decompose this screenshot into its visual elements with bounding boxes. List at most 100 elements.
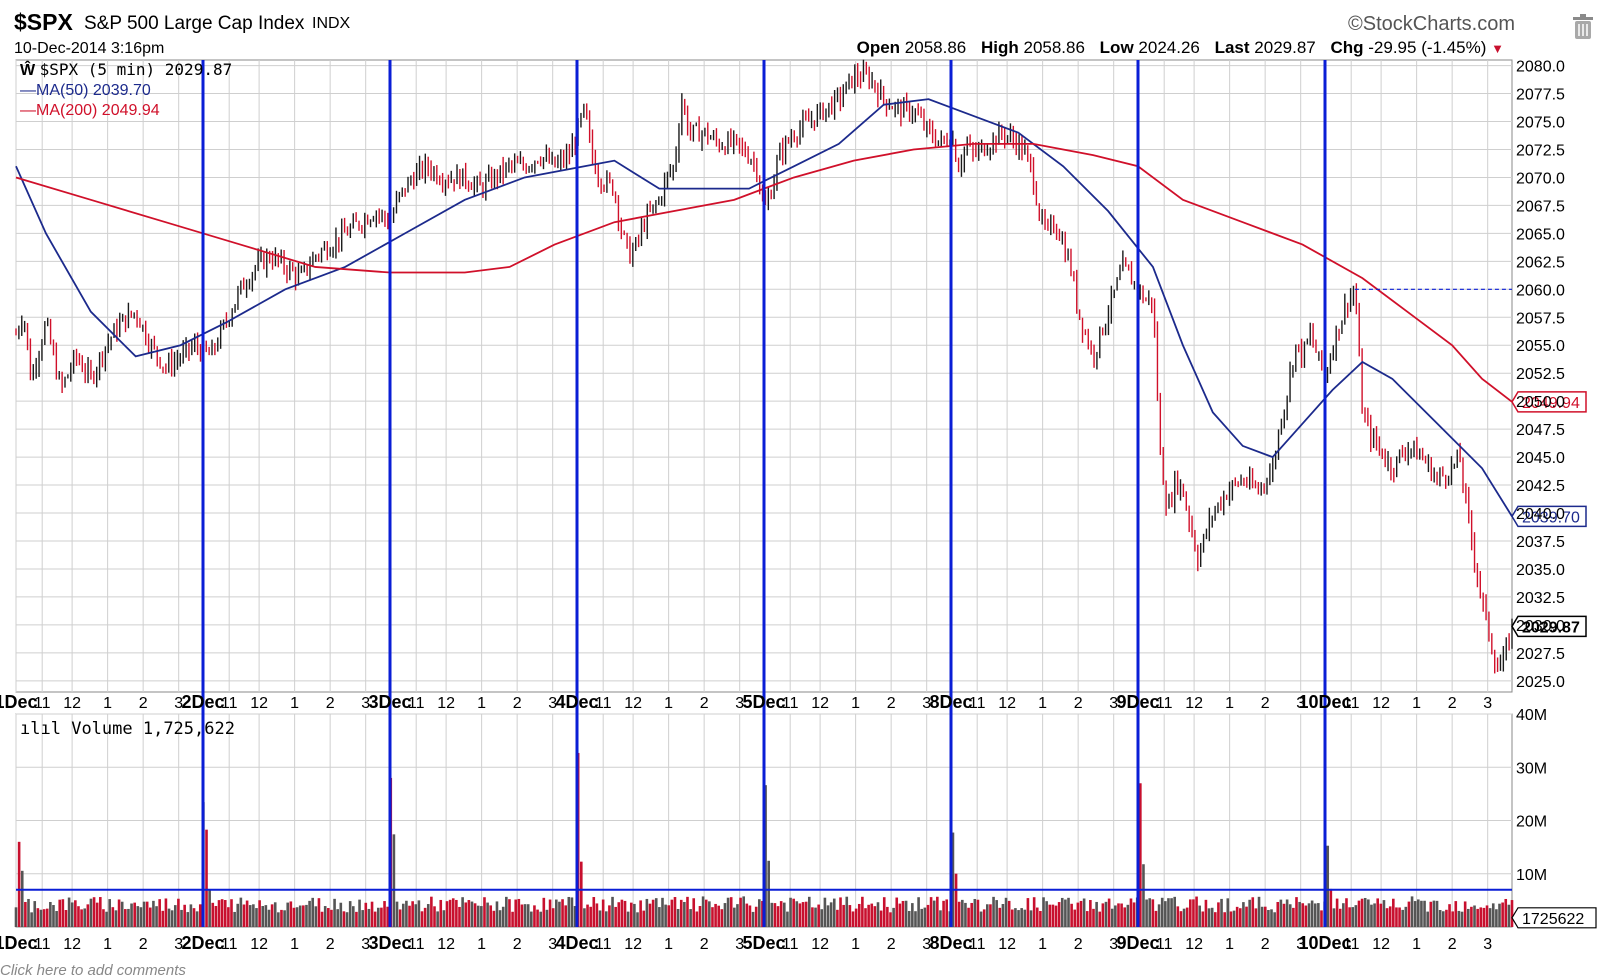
volume-bar — [30, 912, 33, 927]
volume-bar — [217, 900, 221, 927]
volume-bar — [398, 909, 402, 927]
volume-bar — [786, 911, 789, 927]
volume-bar — [1441, 911, 1445, 927]
volume-bar — [292, 907, 296, 927]
volume-bar — [64, 910, 68, 927]
volume-bar — [1501, 902, 1504, 927]
trash-icon[interactable] — [1572, 14, 1594, 40]
volume-x-tick-label: 2 — [326, 936, 335, 953]
volume-bar — [1407, 901, 1411, 927]
volume-bar — [1313, 903, 1317, 927]
volume-bar — [1267, 909, 1270, 927]
volume-bar — [417, 900, 421, 927]
volume-x-tick-label: 3 — [1109, 936, 1118, 953]
x-tick-label: 4Dec — [555, 692, 598, 712]
brand-link[interactable]: ©StockCharts.com — [1348, 13, 1516, 35]
volume-bar — [1454, 901, 1458, 927]
volume-bar — [467, 900, 471, 927]
volume-bar — [586, 904, 589, 927]
x-tick-label: 3 — [548, 695, 557, 712]
volume-bar — [1235, 906, 1239, 927]
volume-bar — [536, 909, 539, 927]
volume-x-tick-label: 9Dec — [1116, 933, 1159, 953]
volume-bar — [376, 907, 380, 927]
volume-bar — [989, 904, 992, 927]
price-tick-label: 2067.5 — [1516, 198, 1565, 215]
volume-x-tick-label: 4Dec — [555, 933, 598, 953]
volume-bar — [439, 899, 443, 927]
volume-bar — [723, 903, 727, 927]
volume-bar — [61, 899, 65, 927]
volume-bar — [733, 907, 736, 927]
volume-bar — [492, 910, 496, 927]
volume-bar — [1251, 897, 1255, 927]
volume-bar — [804, 901, 808, 927]
volume-bar — [1288, 904, 1292, 927]
volume-bar — [39, 909, 43, 927]
volume-bar — [761, 900, 764, 927]
price-tick-label: 2060.0 — [1516, 282, 1565, 299]
add-comments-link[interactable]: Click here to add comments — [0, 962, 186, 979]
volume-bar — [545, 909, 549, 927]
volume-bar — [161, 910, 165, 927]
volume-bar — [45, 908, 49, 927]
volume-bar — [998, 907, 1002, 927]
volume-bar — [1098, 911, 1102, 927]
volume-x-tick-label: 12 — [998, 936, 1016, 953]
volume-bar — [517, 898, 521, 927]
price-tick-label: 2075.0 — [1516, 115, 1565, 132]
volume-bar — [495, 901, 499, 927]
volume-bar — [461, 897, 464, 927]
x-tick-label: 5Dec — [742, 692, 785, 712]
volume-bar — [148, 907, 152, 927]
volume-bar — [604, 911, 608, 927]
volume-bar — [92, 897, 96, 927]
volume-bar — [886, 906, 889, 927]
volume-bar — [242, 904, 246, 927]
volume-bar — [330, 909, 333, 927]
volume-bar — [1273, 912, 1276, 927]
volume-x-tick-label: 12 — [63, 936, 81, 953]
volume-bar — [942, 900, 945, 927]
volume-bar — [1242, 902, 1245, 927]
volume-bar — [873, 906, 877, 927]
volume-bar — [386, 906, 389, 927]
volume-bar — [823, 897, 827, 927]
x-tick-label: 12 — [811, 695, 829, 712]
volume-bar — [1354, 905, 1358, 927]
volume-bar — [595, 903, 599, 927]
volume-bar — [1507, 904, 1511, 927]
volume-bar — [1223, 912, 1226, 927]
volume-bar — [1023, 909, 1027, 927]
high-value: 2058.86 — [1023, 38, 1085, 57]
chg-label: Chg — [1330, 38, 1364, 57]
volume-bar — [1488, 908, 1492, 927]
volume-bar — [1285, 899, 1289, 927]
volume-bar — [1117, 903, 1120, 927]
volume-bar — [1370, 904, 1373, 927]
volume-bar — [1460, 911, 1464, 927]
volume-bar — [1238, 908, 1242, 927]
volume-bar — [754, 906, 758, 927]
volume-bar — [1304, 905, 1308, 927]
volume-bar — [964, 902, 967, 927]
x-tick-label: 11 — [595, 695, 612, 712]
volume-bar — [970, 902, 973, 927]
x-tick-label: 3 — [174, 695, 183, 712]
volume-bar — [42, 909, 46, 927]
volume-bar — [1279, 899, 1283, 927]
x-tick-label: 2 — [326, 695, 335, 712]
volume-bar — [214, 905, 218, 927]
volume-bar — [1345, 898, 1348, 927]
volume-bar — [420, 911, 424, 927]
volume-bar — [198, 904, 202, 927]
x-tick-label: 10Dec — [1298, 692, 1351, 712]
volume-bar — [692, 898, 696, 927]
volume-bar — [945, 899, 949, 927]
volume-bar — [245, 900, 249, 927]
volume-bar — [1170, 898, 1173, 927]
volume-bar — [1338, 908, 1342, 927]
volume-bar — [742, 896, 745, 927]
volume-bar — [1335, 898, 1339, 927]
volume-bar — [1473, 905, 1476, 927]
